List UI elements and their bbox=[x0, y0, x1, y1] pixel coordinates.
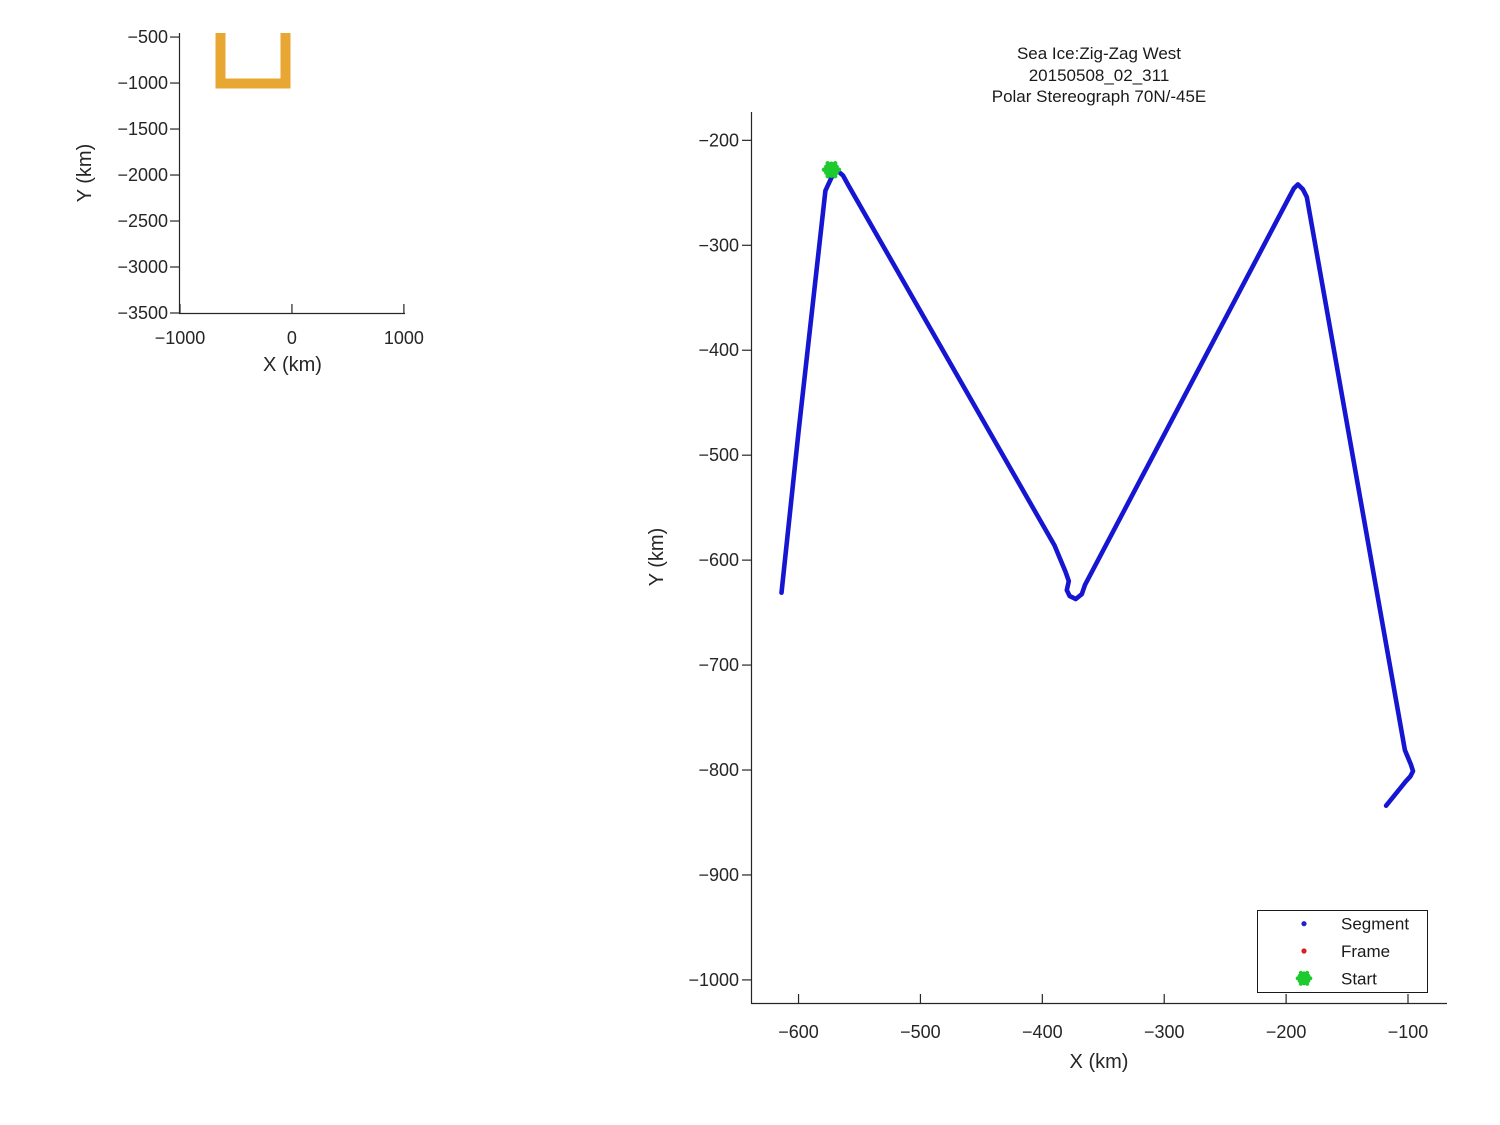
legend-marker-star-core bbox=[1300, 974, 1308, 982]
legend-box bbox=[1257, 910, 1428, 993]
overview-y-axis-label: Y (km) bbox=[74, 143, 96, 203]
title-line-1: Sea Ice:Zig-Zag West bbox=[1016, 44, 1182, 63]
overview-x-tick-label: 0 bbox=[287, 328, 297, 348]
legend-marker-dot bbox=[1301, 921, 1307, 927]
legend-label: Segment bbox=[1341, 915, 1409, 934]
overview-plot: −1000 0 1000 −500 −1000 −1500 −2000 −2500 −3000 −… bbox=[117, 27, 423, 348]
overview-y-tick-label: −1000 bbox=[117, 73, 168, 93]
overview-series-track-overview bbox=[215, 33, 291, 89]
main-y-tick-label: −800 bbox=[698, 760, 739, 780]
overview-y-tick-label: −2000 bbox=[117, 165, 168, 185]
overview-x-axis-label: X (km) bbox=[263, 354, 322, 376]
main-x-tick-label: −500 bbox=[900, 1022, 941, 1042]
legend: Segment Frame Start bbox=[1257, 910, 1428, 993]
main-y-tick-label: −600 bbox=[698, 550, 739, 570]
legend-label: Frame bbox=[1341, 942, 1390, 961]
overview-x-tick-label: −1000 bbox=[155, 328, 206, 348]
title-line-2: 20150508_02_311 bbox=[1028, 65, 1170, 85]
main-x-tick-label: −600 bbox=[778, 1022, 819, 1042]
overview-x-tick-label: 1000 bbox=[384, 328, 424, 348]
overview-y-tick-label: −1500 bbox=[117, 119, 168, 139]
main-x-tick-label: −100 bbox=[1388, 1022, 1429, 1042]
overview-y-tick-label: −3500 bbox=[117, 303, 168, 323]
main-x-axis-label: X (km) bbox=[1069, 1051, 1129, 1073]
main-plot: −600 −500 −400 −300 −200 −100 −200 −300 −400 −500… bbox=[688, 112, 1447, 1042]
main-y-tick-label: −900 bbox=[698, 865, 739, 885]
overview-y-tick-label: −2500 bbox=[117, 211, 168, 231]
start-marker-core bbox=[827, 165, 836, 174]
main-x-tick-label: −300 bbox=[1144, 1022, 1185, 1042]
overview-y-tick-label: −500 bbox=[127, 27, 168, 47]
main-y-tick-label: −300 bbox=[698, 235, 739, 255]
legend-marker-star bbox=[1295, 970, 1313, 986]
start-marker bbox=[821, 161, 842, 179]
main-x-tick-label: −400 bbox=[1022, 1022, 1063, 1042]
title-line-3: Polar Stereograph 70N/-45E bbox=[991, 87, 1207, 106]
main-y-tick-label: −400 bbox=[698, 340, 739, 360]
main-y-tick-label: −1000 bbox=[688, 970, 739, 990]
main-x-tick-label: −200 bbox=[1266, 1022, 1307, 1042]
main-series-segment bbox=[779, 168, 1416, 808]
main-y-tick-label: −200 bbox=[698, 130, 739, 150]
legend-marker-dot bbox=[1301, 948, 1307, 954]
overview-y-tick-label: −3000 bbox=[117, 257, 168, 277]
main-y-axis-label: Y (km) bbox=[646, 527, 668, 587]
main-plot-title: Sea Ice:Zig-Zag West 20150508_02_311 Pol… bbox=[751, 43, 1447, 108]
legend-label: Start bbox=[1341, 969, 1377, 988]
main-y-tick-label: −500 bbox=[698, 445, 739, 465]
main-y-tick-label: −700 bbox=[698, 655, 739, 675]
